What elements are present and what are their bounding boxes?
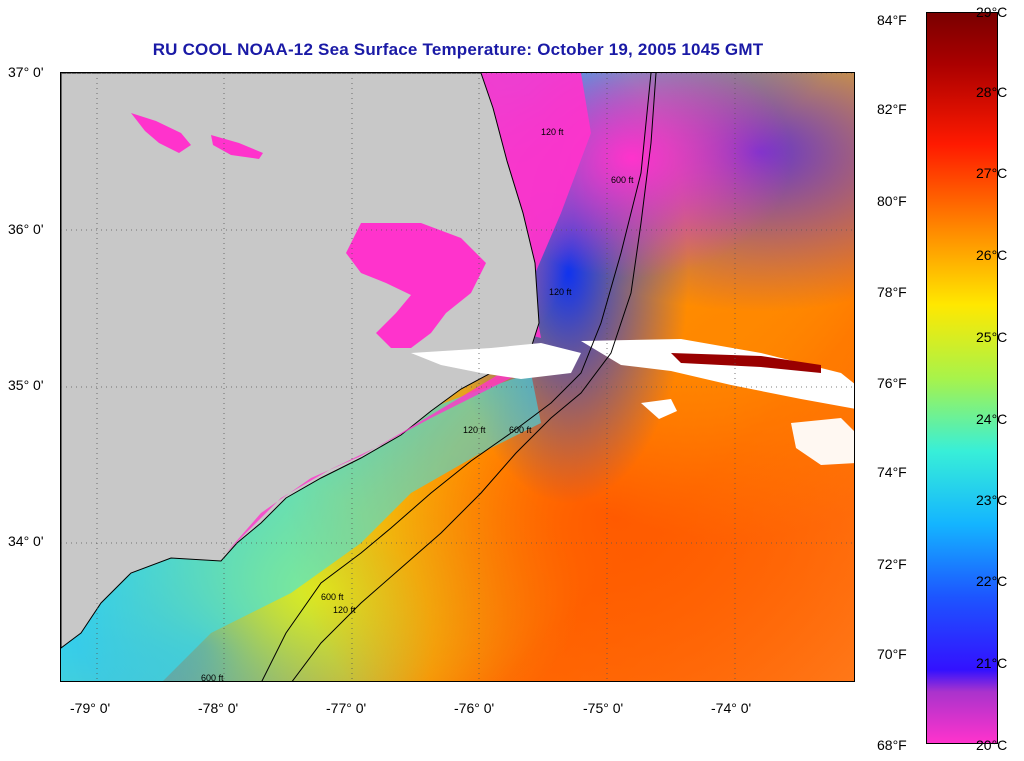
x-tick-label: -74° 0' (711, 700, 752, 716)
y-tick-label: 37° 0' (8, 64, 44, 80)
sound-pink (346, 223, 486, 348)
colorbar-f-label: 82°F (877, 101, 907, 117)
x-tick-label: -77° 0' (326, 700, 367, 716)
contour-label: 600 ft (509, 425, 532, 435)
colorbar-f-label: 84°F (877, 12, 907, 28)
contour-label: 120 ft (549, 287, 572, 297)
colorbar-f-label: 70°F (877, 646, 907, 662)
x-tick-label: -76° 0' (454, 700, 495, 716)
contour-label: 120 ft (333, 605, 356, 615)
contour-label: 600 ft (611, 175, 634, 185)
x-tick-label: -79° 0' (70, 700, 111, 716)
colorbar-f-label: 72°F (877, 556, 907, 572)
colorbar-c-label: 27°C (976, 165, 1008, 181)
colorbar-c-label: 21°C (976, 655, 1008, 671)
colorbar-c-label: 29°C (976, 4, 1008, 20)
cloud-patch-east (791, 418, 854, 465)
shelf-pink (401, 73, 591, 338)
colorbar-c-label: 22°C (976, 573, 1008, 589)
colorbar-f-label: 68°F (877, 737, 907, 753)
colorbar-c-label: 26°C (976, 247, 1008, 263)
temperature-colorbar (926, 12, 998, 744)
x-tick-label: -78° 0' (198, 700, 239, 716)
isobath-600ft (291, 73, 657, 681)
y-tick-label: 34° 0' (8, 533, 44, 549)
river-pink-2 (211, 135, 263, 159)
colorbar-f-label: 80°F (877, 193, 907, 209)
sst-map: 120 ft 600 ft 120 ft 600 ft 120 ft 600 f… (60, 72, 855, 682)
coastal-cyan-band (61, 373, 541, 681)
y-tick-label: 35° 0' (8, 377, 44, 393)
colorbar-c-label: 28°C (976, 84, 1008, 100)
coast-fringe (226, 361, 531, 553)
colorbar-c-label: 23°C (976, 492, 1008, 508)
map-overlay: 120 ft 600 ft 120 ft 600 ft 120 ft 600 f… (61, 73, 854, 682)
colorbar-c-label: 24°C (976, 411, 1008, 427)
contour-label: 600 ft (321, 592, 344, 602)
colorbar-c-label: 20°C (976, 737, 1008, 753)
cloud-band-left (411, 343, 581, 379)
warm-filament (671, 353, 821, 373)
colorbar-c-label: 25°C (976, 329, 1008, 345)
contour-label: 600 ft (201, 673, 224, 682)
contour-label: 120 ft (463, 425, 486, 435)
colorbar-f-label: 78°F (877, 284, 907, 300)
y-tick-label: 36° 0' (8, 221, 44, 237)
river-pink-1 (131, 113, 191, 153)
graticule (61, 73, 854, 681)
cloud-patch-mid (641, 399, 677, 419)
colorbar-f-label: 74°F (877, 464, 907, 480)
isobath-120ft (261, 73, 652, 681)
colorbar-f-label: 76°F (877, 375, 907, 391)
cloud-band-right (581, 339, 854, 409)
x-tick-label: -75° 0' (583, 700, 624, 716)
map-title: RU COOL NOAA-12 Sea Surface Temperature:… (152, 40, 764, 59)
contour-label: 120 ft (541, 127, 564, 137)
land-mass (61, 73, 540, 649)
